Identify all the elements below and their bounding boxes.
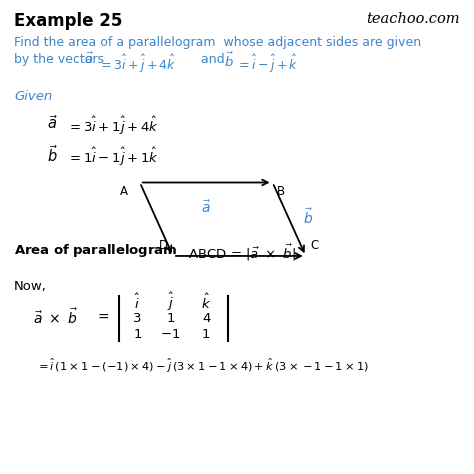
- Text: 1: 1: [202, 328, 210, 341]
- Text: $= 1\hat{i} - 1\hat{j} + 1\hat{k}$: $= 1\hat{i} - 1\hat{j} + 1\hat{k}$: [67, 146, 159, 168]
- Text: $\vec{b}$: $\vec{b}$: [47, 145, 58, 165]
- Text: by the vectors: by the vectors: [14, 53, 108, 66]
- Text: 4: 4: [202, 311, 210, 325]
- Text: ABCD = $|\vec{a}\ \times\ \vec{b}|$: ABCD = $|\vec{a}\ \times\ \vec{b}|$: [184, 243, 296, 263]
- Text: Example 25: Example 25: [14, 12, 123, 30]
- Text: teachoo.com: teachoo.com: [366, 12, 460, 26]
- Text: $-1$: $-1$: [161, 328, 181, 341]
- Text: $\vec{b}$: $\vec{b}$: [303, 207, 314, 227]
- Text: 3: 3: [133, 311, 142, 325]
- Text: $\vec{b}$: $\vec{b}$: [224, 52, 234, 70]
- Text: $= 3\hat{i} + 1\hat{j} + 4\hat{k}$: $= 3\hat{i} + 1\hat{j} + 4\hat{k}$: [67, 115, 159, 137]
- Text: $\vec{a}$: $\vec{a}$: [47, 114, 58, 132]
- Text: C: C: [310, 239, 319, 252]
- Text: A: A: [120, 185, 128, 198]
- Text: $\vec{a}\ \times\ \vec{b}$: $\vec{a}\ \times\ \vec{b}$: [33, 308, 78, 328]
- Text: Find the area of a parallelogram  whose adjacent sides are given: Find the area of a parallelogram whose a…: [14, 36, 421, 48]
- Text: $\hat{j}$: $\hat{j}$: [167, 291, 174, 313]
- Text: $\vec{a}$: $\vec{a}$: [201, 199, 211, 216]
- Text: =: =: [97, 310, 109, 325]
- Text: Given: Given: [14, 90, 53, 103]
- Text: 1: 1: [133, 328, 142, 341]
- Text: $= \hat{i} - \hat{j} + \hat{k}$: $= \hat{i} - \hat{j} + \hat{k}$: [236, 53, 299, 75]
- Text: $\hat{k}$: $\hat{k}$: [201, 292, 211, 311]
- Text: $\mathbf{Area\ of\ parallelogram}$: $\mathbf{Area\ of\ parallelogram}$: [14, 242, 178, 259]
- Text: $\vec{a}$: $\vec{a}$: [84, 52, 94, 67]
- Text: $= 3\hat{i} + \hat{j} + 4\hat{k}$: $= 3\hat{i} + \hat{j} + 4\hat{k}$: [98, 53, 177, 75]
- Text: $\hat{i}$: $\hat{i}$: [135, 292, 140, 311]
- Text: Now,: Now,: [14, 280, 47, 292]
- Text: 1: 1: [166, 311, 175, 325]
- Text: B: B: [277, 185, 285, 198]
- Text: $= \hat{i}\,(1 \times 1 - (-1) \times 4) - \hat{j}\,(3 \times 1 - 1 \times 4) + : $= \hat{i}\,(1 \times 1 - (-1) \times 4)…: [36, 357, 368, 375]
- Text: D: D: [159, 239, 168, 252]
- Text: and: and: [197, 53, 228, 66]
